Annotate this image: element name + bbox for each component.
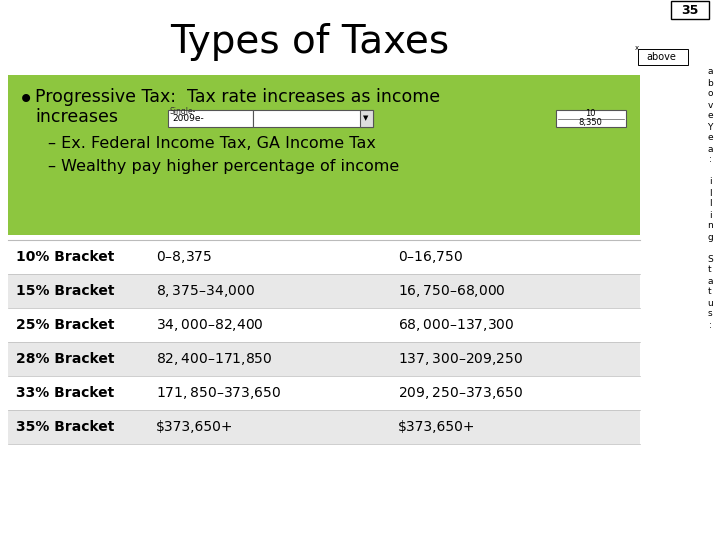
Text: b: b [707, 78, 713, 87]
Text: 15% Bracket: 15% Bracket [16, 284, 114, 298]
Bar [8, 410, 640, 444]
Text: $0 – $8,375: $0 – $8,375 [156, 249, 212, 265]
Text: 10: 10 [585, 110, 595, 118]
Text: t: t [708, 266, 712, 274]
Text: – Ex. Federal Income Tax, GA Income Tax: – Ex. Federal Income Tax, GA Income Tax [48, 137, 376, 152]
Text: :: : [708, 156, 711, 165]
Text: n: n [707, 221, 713, 231]
Text: ▼: ▼ [364, 116, 369, 122]
Text: Types of Taxes: Types of Taxes [171, 23, 449, 61]
Text: 35% Bracket: 35% Bracket [16, 420, 114, 434]
Text: Progressive Tax:  Tax rate increases as income: Progressive Tax: Tax rate increases as i… [35, 88, 440, 106]
Bar [8, 308, 640, 342]
Text: i: i [708, 211, 711, 219]
Text: $171,850 – $373,650: $171,850 – $373,650 [156, 385, 282, 401]
Text: l: l [708, 188, 711, 198]
Text: $0 – $16,750: $0 – $16,750 [398, 249, 463, 265]
Text: S: S [707, 254, 713, 264]
Text: e: e [707, 133, 713, 143]
Text: •: • [18, 86, 35, 114]
Text: above: above [646, 52, 676, 62]
Text: g: g [707, 233, 713, 241]
Text: u: u [707, 299, 713, 307]
Text: x: x [635, 45, 639, 51]
Bar [8, 274, 640, 308]
Text: 10% Bracket: 10% Bracket [16, 250, 114, 264]
Text: a: a [707, 276, 713, 286]
Text: increases: increases [35, 108, 118, 126]
Text: $68,000 – $137,300: $68,000 – $137,300 [398, 317, 515, 333]
Text: 8,350: 8,350 [578, 118, 602, 127]
Text: v: v [707, 100, 713, 110]
Text: a: a [707, 68, 713, 77]
Bar [168, 110, 253, 127]
Text: Y: Y [707, 123, 713, 132]
Bar [8, 342, 640, 376]
Text: o: o [707, 90, 713, 98]
Text: l: l [708, 199, 711, 208]
Bar [8, 75, 640, 235]
Text: $82,400 – $171,850: $82,400 – $171,850 [156, 351, 273, 367]
Bar [253, 110, 373, 127]
Bar [360, 110, 373, 127]
Text: s: s [708, 309, 712, 319]
Text: $34,000 – $82,400: $34,000 – $82,400 [156, 317, 264, 333]
Text: – Wealthy pay higher percentage of income: – Wealthy pay higher percentage of incom… [48, 159, 400, 174]
Text: i: i [708, 178, 711, 186]
Bar [638, 49, 688, 65]
Text: t: t [708, 287, 712, 296]
Text: 35: 35 [681, 3, 698, 17]
Text: $16,750 – $68,000: $16,750 – $68,000 [398, 283, 505, 299]
Text: e: e [707, 111, 713, 120]
Text: $8,375 – $34,000: $8,375 – $34,000 [156, 283, 255, 299]
Text: :: : [708, 321, 711, 329]
Bar [671, 1, 709, 19]
Text: $373,650+: $373,650+ [156, 420, 233, 434]
Text: 33% Bracket: 33% Bracket [16, 386, 114, 400]
Bar [8, 240, 640, 274]
Bar [556, 110, 626, 127]
Bar [8, 376, 640, 410]
Text: $137,300 – $209,250: $137,300 – $209,250 [398, 351, 523, 367]
Text: a: a [707, 145, 713, 153]
Text: 25% Bracket: 25% Bracket [16, 318, 114, 332]
Text: 2009e-: 2009e- [172, 114, 204, 123]
Text: $209,250 – $373,650: $209,250 – $373,650 [398, 385, 523, 401]
Text: 28% Bracket: 28% Bracket [16, 352, 114, 366]
Text: Single-: Single- [170, 106, 197, 116]
Text: $373,650+: $373,650+ [398, 420, 475, 434]
